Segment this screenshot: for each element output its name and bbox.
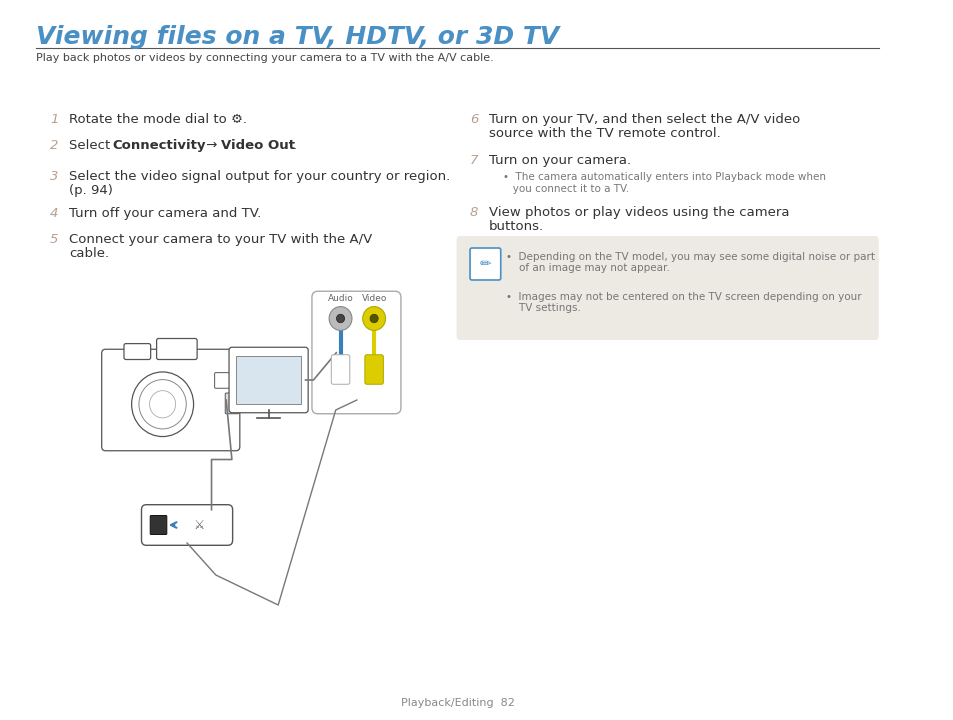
Text: Audio: Audio — [327, 294, 353, 303]
FancyBboxPatch shape — [364, 355, 383, 384]
Text: Video: Video — [361, 294, 386, 303]
Text: •  Images may not be centered on the TV screen depending on your: • Images may not be centered on the TV s… — [506, 292, 862, 302]
Text: →: → — [202, 139, 222, 152]
Text: 5: 5 — [50, 233, 58, 246]
Text: TV settings.: TV settings. — [506, 303, 580, 313]
Text: View photos or play videos using the camera: View photos or play videos using the cam… — [489, 206, 789, 219]
Text: 4: 4 — [50, 207, 58, 220]
Circle shape — [370, 314, 377, 323]
Circle shape — [336, 314, 344, 323]
FancyBboxPatch shape — [141, 505, 233, 545]
Text: 2: 2 — [50, 139, 58, 152]
Circle shape — [362, 307, 385, 330]
Text: 8: 8 — [470, 206, 477, 219]
Text: (p. 94): (p. 94) — [69, 184, 112, 197]
FancyBboxPatch shape — [150, 516, 167, 534]
Text: you connect it to a TV.: you connect it to a TV. — [502, 184, 628, 194]
Text: Turn off your camera and TV.: Turn off your camera and TV. — [69, 207, 261, 220]
FancyBboxPatch shape — [214, 373, 233, 388]
Text: source with the TV remote control.: source with the TV remote control. — [489, 127, 720, 140]
Text: Turn on your TV, and then select the A/V video: Turn on your TV, and then select the A/V… — [489, 113, 800, 126]
Text: •  The camera automatically enters into Playback mode when: • The camera automatically enters into P… — [502, 172, 824, 182]
Text: ⚔: ⚔ — [193, 518, 205, 531]
Text: 7: 7 — [470, 154, 477, 167]
Text: •  Depending on the TV model, you may see some digital noise or part: • Depending on the TV model, you may see… — [506, 252, 875, 262]
Text: Connectivity: Connectivity — [112, 139, 206, 152]
FancyBboxPatch shape — [312, 292, 400, 414]
Text: buttons.: buttons. — [489, 220, 544, 233]
Text: of an image may not appear.: of an image may not appear. — [506, 263, 670, 273]
Text: .: . — [292, 139, 296, 152]
Text: Rotate the mode dial to ⚙.: Rotate the mode dial to ⚙. — [69, 113, 247, 126]
FancyBboxPatch shape — [229, 347, 308, 413]
Circle shape — [329, 307, 352, 330]
FancyBboxPatch shape — [102, 349, 239, 451]
Text: Select: Select — [69, 139, 114, 152]
Text: 3: 3 — [50, 170, 58, 183]
Text: cable.: cable. — [69, 247, 109, 260]
FancyBboxPatch shape — [225, 393, 238, 414]
Text: Connect your camera to your TV with the A/V: Connect your camera to your TV with the … — [69, 233, 372, 246]
FancyBboxPatch shape — [124, 343, 151, 359]
Text: Turn on your camera.: Turn on your camera. — [489, 154, 631, 167]
Text: Video Out: Video Out — [221, 139, 294, 152]
Text: Select the video signal output for your country or region.: Select the video signal output for your … — [69, 170, 450, 183]
FancyBboxPatch shape — [456, 236, 878, 340]
FancyBboxPatch shape — [470, 248, 500, 280]
Text: Play back photos or videos by connecting your camera to a TV with the A/V cable.: Play back photos or videos by connecting… — [36, 53, 494, 63]
Text: Viewing files on a TV, HDTV, or 3D TV: Viewing files on a TV, HDTV, or 3D TV — [36, 25, 559, 49]
Text: 1: 1 — [50, 113, 58, 126]
Text: ✏: ✏ — [479, 257, 491, 271]
FancyBboxPatch shape — [156, 338, 197, 359]
FancyBboxPatch shape — [235, 356, 301, 404]
Text: 6: 6 — [470, 113, 477, 126]
FancyBboxPatch shape — [331, 355, 350, 384]
Text: Playback/Editing  82: Playback/Editing 82 — [400, 698, 514, 708]
